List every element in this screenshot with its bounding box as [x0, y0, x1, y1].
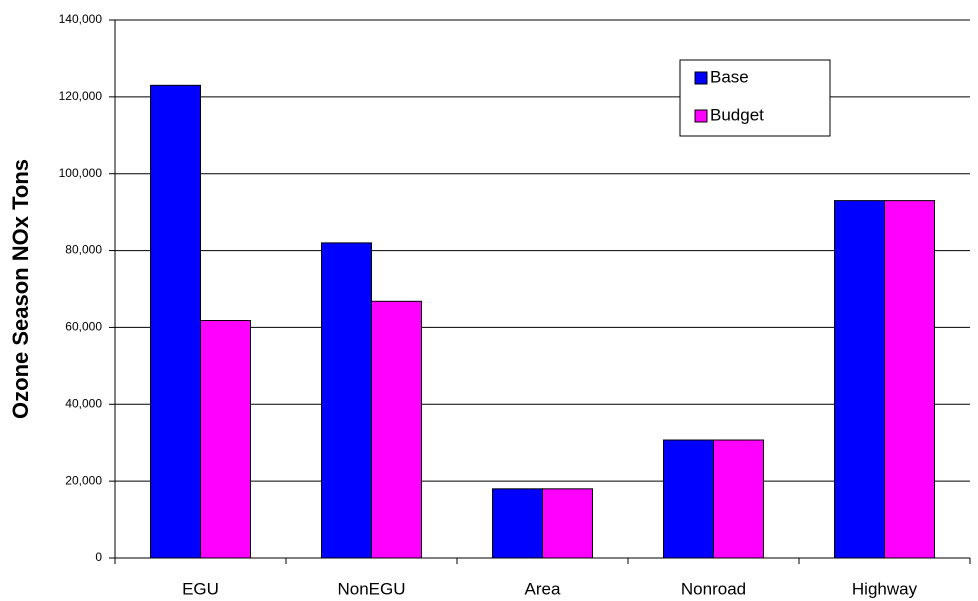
x-tick-label: Area: [525, 579, 561, 598]
bar: [834, 200, 885, 559]
y-tick-label: 0: [95, 550, 102, 564]
y-tick-label: 40,000: [65, 396, 102, 410]
bar: [492, 488, 543, 559]
bar: [542, 488, 593, 559]
x-tick-label: Highway: [852, 579, 918, 598]
y-tick-label: 20,000: [65, 473, 102, 487]
x-tick-label: Nonroad: [681, 579, 746, 598]
legend-label: Base: [710, 67, 749, 86]
bar: [663, 439, 714, 559]
legend-swatch: [694, 109, 708, 123]
bar: [371, 300, 422, 559]
legend-swatch: [694, 71, 708, 85]
y-tick-label: 140,000: [59, 12, 103, 26]
y-tick-label: 80,000: [65, 243, 102, 257]
bar: [884, 200, 935, 559]
y-tick-label: 100,000: [59, 166, 103, 180]
bar: [713, 439, 764, 559]
bar: [200, 320, 251, 559]
bar: [321, 242, 372, 559]
bar: [150, 84, 201, 559]
x-tick-label: NonEGU: [337, 579, 405, 598]
legend-label: Budget: [710, 105, 764, 124]
y-tick-label: 120,000: [59, 89, 103, 103]
y-axis-label: Ozone Season NOx Tons: [8, 159, 33, 419]
y-tick-label: 60,000: [65, 320, 102, 334]
legend-box: [679, 59, 831, 137]
x-tick-label: EGU: [182, 579, 219, 598]
